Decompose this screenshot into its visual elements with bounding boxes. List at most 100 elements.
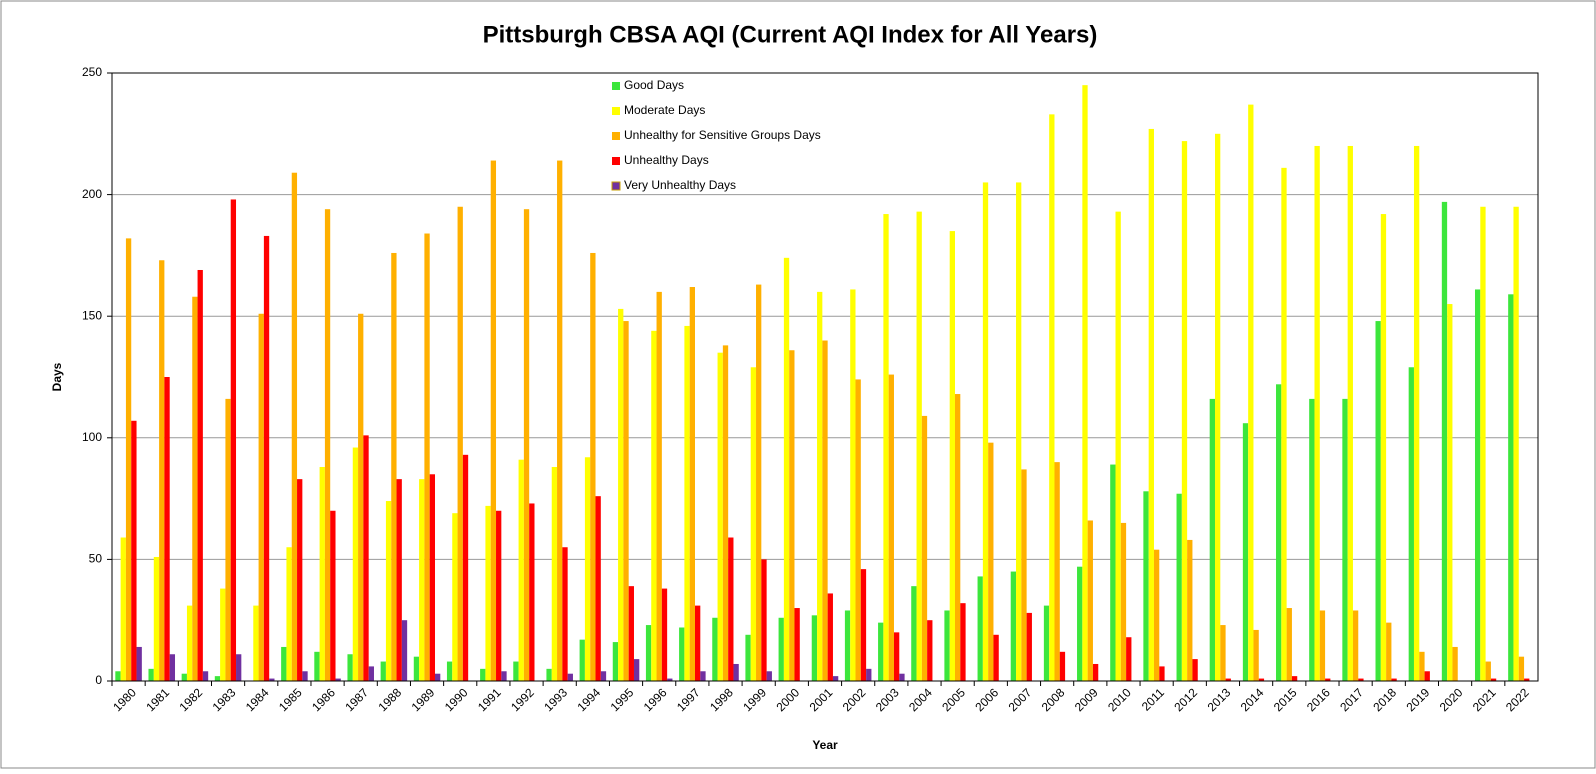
bar [1016, 182, 1022, 681]
bar [778, 617, 784, 681]
bar [645, 625, 652, 681]
bar [728, 537, 734, 681]
y-tick-label: 0 [95, 673, 102, 687]
bar [722, 345, 729, 681]
bar [297, 479, 303, 681]
bar [817, 291, 823, 681]
bar [822, 340, 828, 681]
y-axis-label: Days [50, 362, 64, 391]
bar [485, 505, 491, 681]
bar [429, 474, 436, 681]
bar [1490, 678, 1497, 681]
bar [1413, 145, 1420, 681]
bar [314, 651, 320, 681]
y-tick-label: 250 [82, 65, 102, 79]
legend-swatch [612, 82, 620, 90]
bar [916, 211, 922, 681]
bar [324, 209, 331, 681]
bar [263, 235, 270, 681]
bar [115, 671, 121, 681]
bar [236, 654, 242, 681]
bar [192, 296, 198, 681]
y-tick-label: 50 [89, 552, 103, 566]
bar [1021, 469, 1027, 681]
bar [766, 671, 772, 681]
bar [595, 496, 601, 681]
bar [1126, 637, 1132, 681]
bar [1214, 133, 1221, 682]
bar [893, 632, 900, 681]
bar [600, 671, 607, 681]
bar [618, 308, 624, 681]
bar [220, 588, 226, 681]
bar [1159, 666, 1165, 681]
bar [827, 593, 833, 681]
bar [949, 231, 955, 681]
bar [396, 479, 402, 681]
bar [850, 289, 856, 681]
bar [214, 676, 221, 681]
bar [855, 379, 861, 681]
bar [347, 654, 353, 681]
bar [1424, 671, 1430, 681]
bar [684, 325, 690, 681]
bar [860, 569, 867, 681]
legend-label: Good Days [624, 78, 684, 92]
bar [623, 321, 629, 681]
chart-title: Pittsburgh CBSA AQI (Current AQI Index f… [483, 21, 1098, 48]
bar [1309, 398, 1315, 681]
bar [899, 673, 905, 681]
x-axis-label: Year [812, 738, 838, 752]
legend-label: Unhealthy for Sensitive Groups Days [624, 128, 821, 142]
bar [977, 576, 983, 681]
legend-label: Very Unhealthy Days [624, 178, 736, 192]
bar [164, 377, 170, 681]
bar [391, 252, 397, 681]
bar [1375, 321, 1381, 681]
bar [462, 454, 469, 681]
bar [186, 605, 193, 681]
bar [1386, 622, 1392, 681]
bar [562, 547, 568, 681]
bar [567, 673, 573, 681]
bar [1325, 678, 1331, 681]
bar [1447, 304, 1453, 681]
bar [1518, 656, 1525, 681]
bar [153, 556, 160, 681]
bar [131, 420, 137, 681]
bar [529, 503, 535, 681]
bar [1419, 651, 1425, 681]
bar [380, 661, 386, 681]
bar [1485, 661, 1491, 681]
legend-swatch [612, 132, 620, 140]
bar [1143, 491, 1149, 681]
bar [419, 479, 425, 681]
bar [756, 284, 762, 681]
bar [1342, 398, 1348, 681]
bar [661, 588, 668, 681]
bar [1391, 678, 1397, 681]
bar [700, 671, 706, 681]
bar [496, 510, 502, 681]
bar [1319, 610, 1326, 681]
bar [518, 459, 524, 681]
bar [761, 559, 767, 681]
bar [1281, 167, 1287, 681]
bar [1209, 398, 1215, 681]
bar [125, 238, 132, 681]
bar [883, 214, 889, 681]
bar [911, 586, 917, 681]
bar [269, 678, 275, 681]
bar [832, 676, 839, 681]
bar [1059, 651, 1066, 681]
bar [335, 678, 341, 681]
bar [523, 209, 530, 681]
bar [181, 673, 187, 681]
y-tick-label: 200 [82, 187, 102, 201]
bar [230, 199, 237, 682]
bar [1120, 522, 1127, 681]
bar [633, 659, 640, 681]
bar [866, 668, 872, 681]
bar [1248, 104, 1254, 682]
